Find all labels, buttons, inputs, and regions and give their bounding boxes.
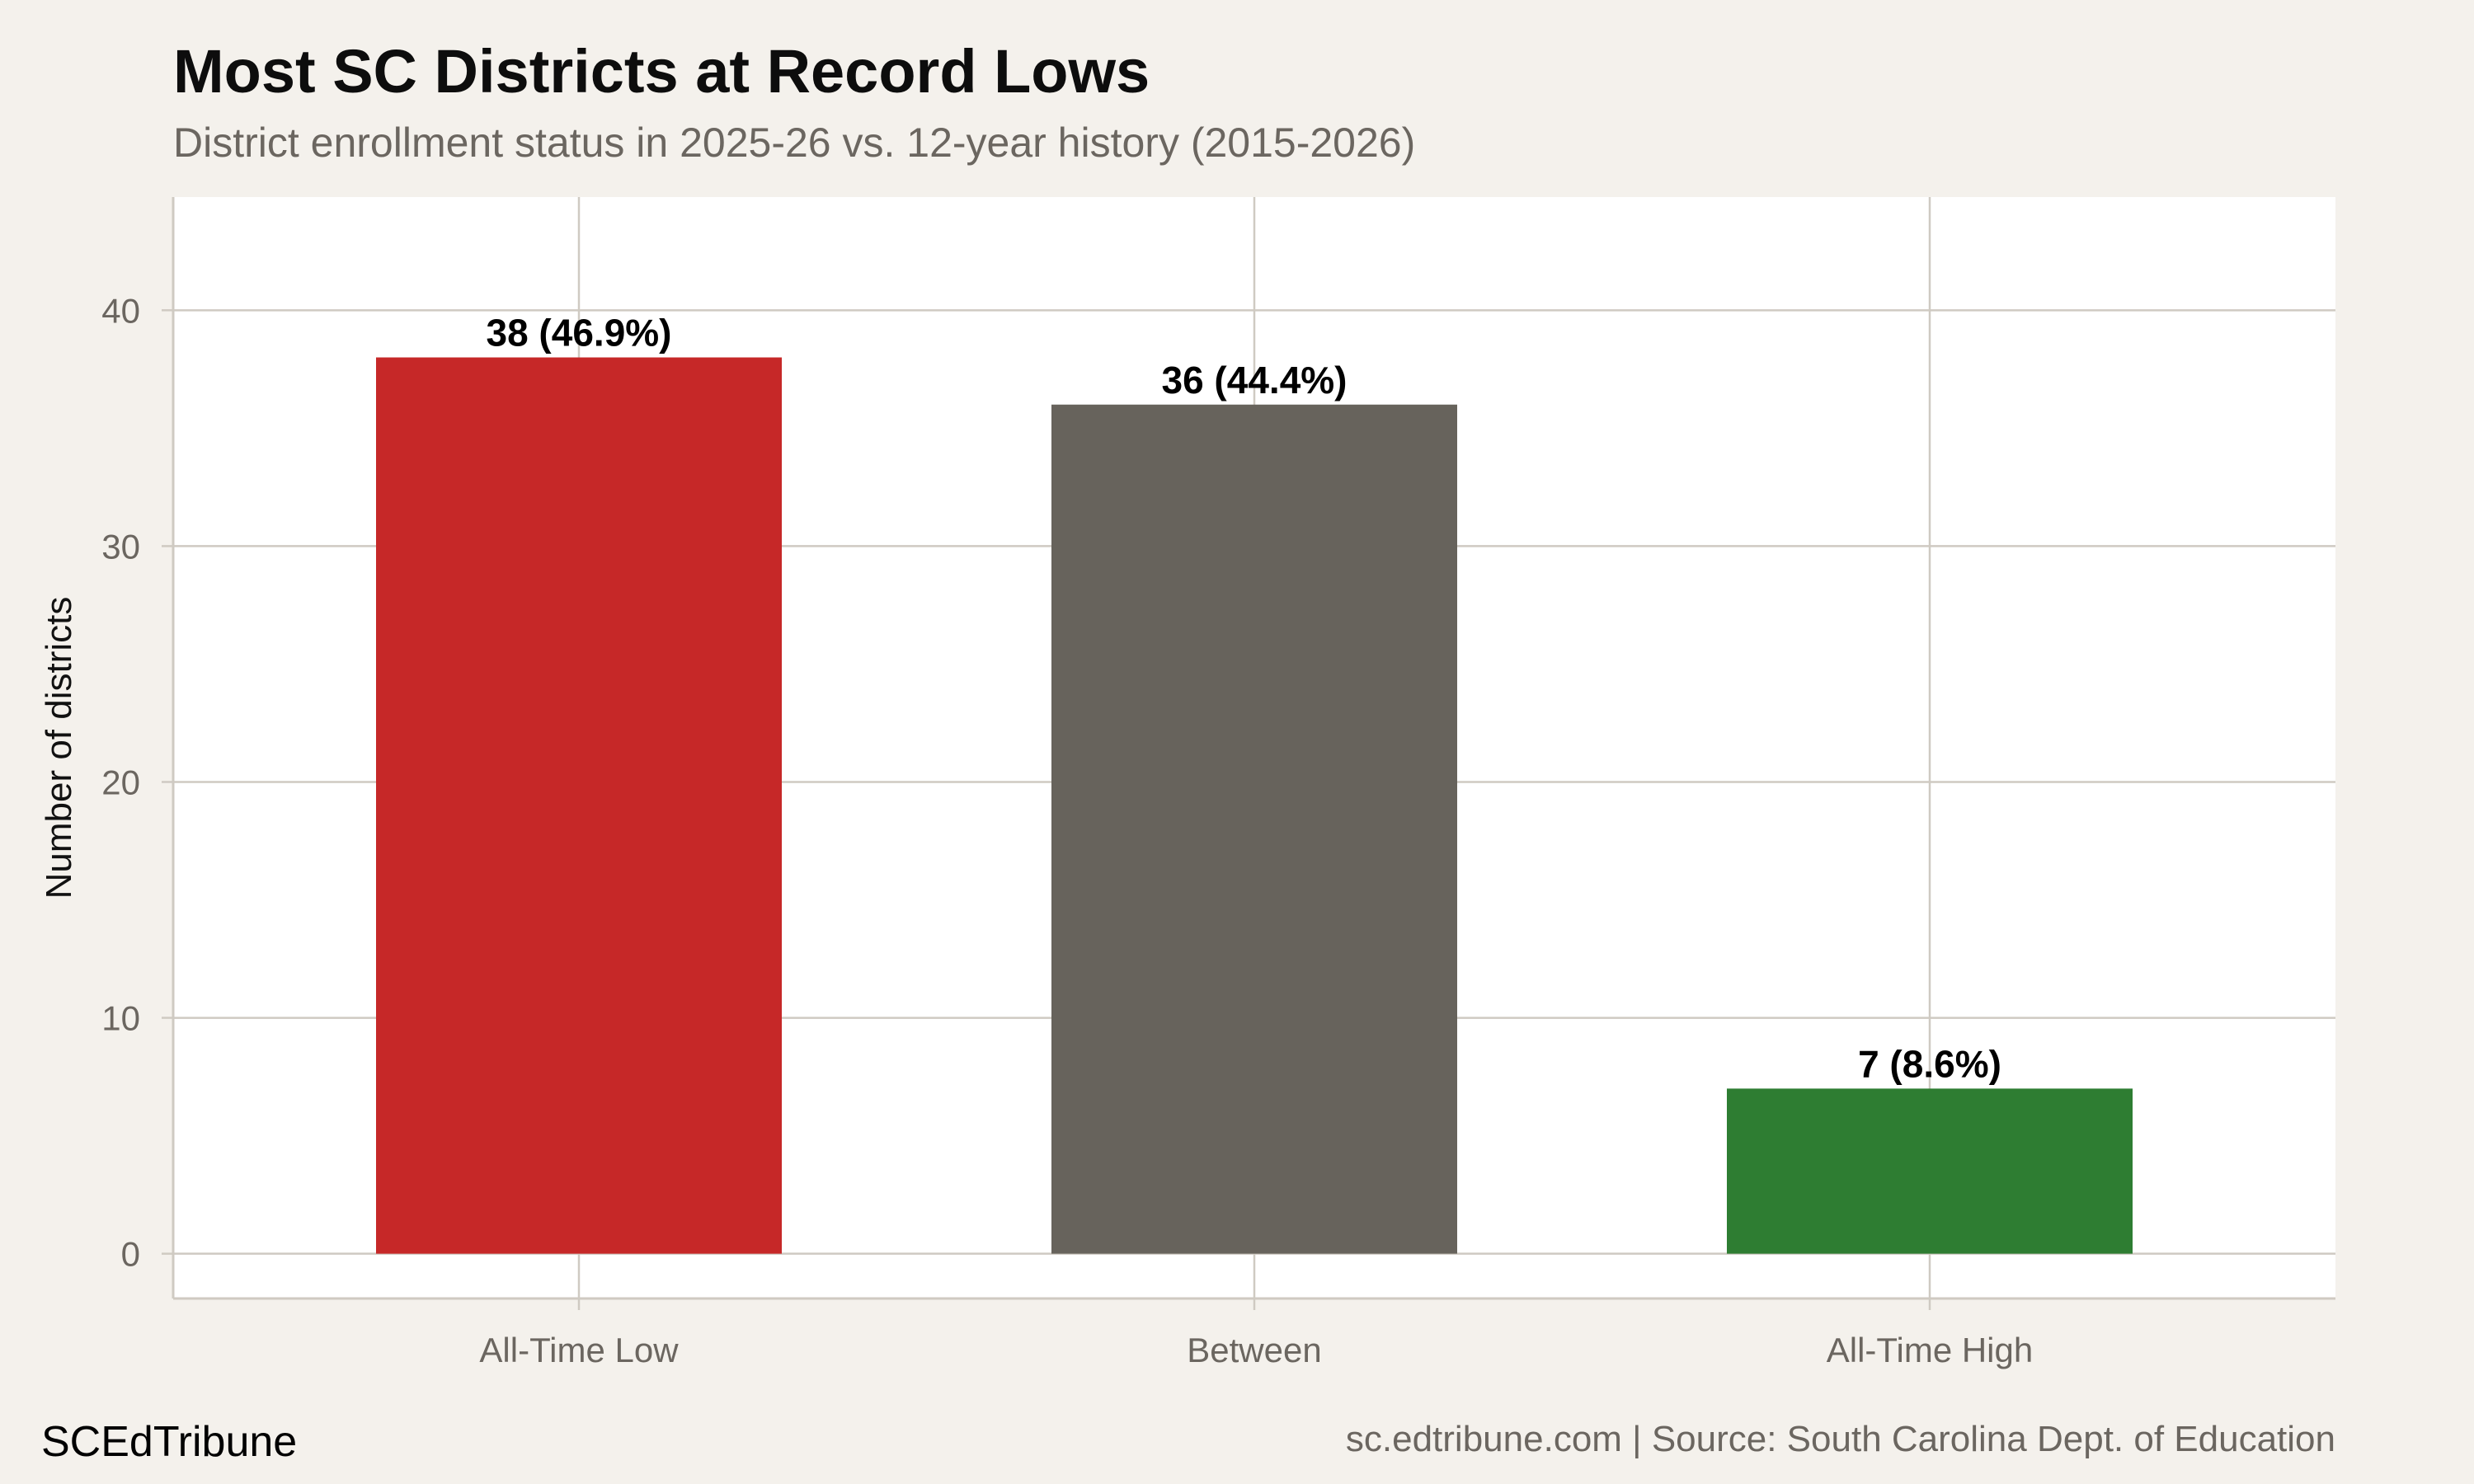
- bar-labels: 38 (46.9%) 36 (44.4%) 7 (8.6%): [486, 312, 2001, 1086]
- chart-subtitle: District enrollment status in 2025-26 vs…: [173, 120, 1415, 166]
- bar-between: [1051, 404, 1457, 1254]
- bars: [376, 357, 2133, 1254]
- y-tick-label: 30: [101, 527, 140, 566]
- axes: 0 10 20 30 40 All-Time Low Between All-Time Hig…: [101, 197, 2335, 1369]
- bar-data-label: 38 (46.9%): [486, 312, 671, 355]
- y-tick-label: 0: [121, 1235, 140, 1274]
- x-tick-label: Between: [1187, 1331, 1321, 1369]
- bar-data-label: 36 (44.4%): [1161, 359, 1347, 402]
- source-caption: sc.edtribune.com | Source: South Carolin…: [1346, 1419, 2335, 1459]
- y-tick-label: 20: [101, 763, 140, 801]
- bar-data-label: 7 (8.6%): [1858, 1042, 2001, 1085]
- bar-all-time-high: [1727, 1088, 2133, 1254]
- brand-logo-text: SCEdTribune: [41, 1418, 297, 1466]
- x-tick-label: All-Time Low: [479, 1331, 679, 1369]
- y-tick-label: 40: [101, 291, 140, 330]
- bar-all-time-low: [376, 357, 782, 1254]
- chart-title: Most SC Districts at Record Lows: [173, 37, 1150, 106]
- x-tick-label: All-Time High: [1827, 1331, 2033, 1369]
- y-tick-label: 10: [101, 999, 140, 1038]
- y-axis-label: Number of districts: [39, 597, 79, 899]
